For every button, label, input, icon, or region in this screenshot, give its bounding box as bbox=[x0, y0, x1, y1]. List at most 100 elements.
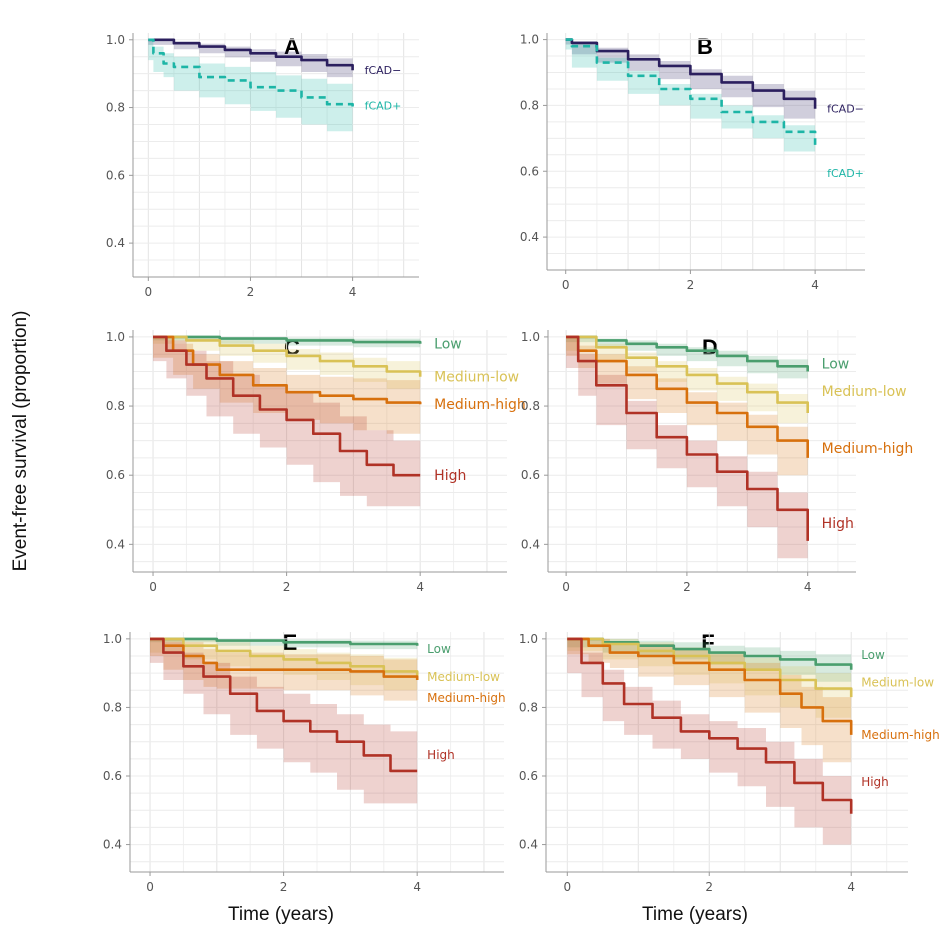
series-label: fCAD+ bbox=[365, 99, 402, 112]
x-tick-label: 2 bbox=[280, 880, 288, 894]
gridlines bbox=[546, 632, 908, 872]
x-axis-label-right: Time (years) bbox=[642, 904, 748, 925]
y-axis-label: Event-free survival (proportion) bbox=[10, 311, 31, 572]
y-tick-label: 0.6 bbox=[519, 769, 538, 783]
x-tick-label: 0 bbox=[562, 580, 570, 594]
x-tick-label: 0 bbox=[562, 278, 570, 292]
y-tick-label: 0.4 bbox=[103, 838, 122, 852]
series-label: Medium-high bbox=[427, 691, 505, 705]
series-label: High bbox=[861, 775, 889, 789]
gridlines bbox=[547, 33, 865, 270]
survival-line-2 bbox=[566, 335, 809, 458]
x-tick-label: 4 bbox=[413, 880, 421, 894]
y-tick-label: 0.4 bbox=[106, 537, 125, 551]
panels: A0.40.60.81.00 2 4fCAD−fCAD+B0.40.60.81.00… bbox=[103, 33, 940, 894]
confidence-band-0 bbox=[148, 39, 353, 78]
y-tick-label: 0.6 bbox=[103, 769, 122, 783]
confidence-band-3 bbox=[567, 638, 852, 845]
x-tick-label: 2 bbox=[247, 285, 255, 299]
y-tick-label: 0.6 bbox=[106, 168, 125, 182]
x-tick-label: 0 bbox=[146, 880, 154, 894]
series-label: Medium-low bbox=[434, 370, 519, 386]
x-tick-label: 2 bbox=[283, 580, 291, 594]
y-tick-label: 1.0 bbox=[521, 330, 540, 344]
chart-panel-e: E0.40.60.81.00 2 4LowMedium-lowMedium-high… bbox=[103, 630, 506, 894]
survival-line-3 bbox=[150, 637, 418, 773]
survival-line-0 bbox=[153, 335, 422, 344]
series-label: Medium-high bbox=[822, 441, 914, 457]
y-tick-label: 0.4 bbox=[521, 537, 540, 551]
survival-line-0 bbox=[567, 637, 853, 670]
y-tick-label: 0.8 bbox=[106, 101, 125, 115]
series-label: fCAD+ bbox=[827, 167, 864, 180]
survival-line-1 bbox=[565, 38, 817, 145]
y-tick-label: 0.4 bbox=[519, 838, 538, 852]
y-tick-label: 0.6 bbox=[521, 468, 540, 482]
survival-line-0 bbox=[565, 38, 817, 109]
x-tick-label: 0 bbox=[145, 285, 153, 299]
survival-line-3 bbox=[567, 637, 853, 814]
y-tick-label: 1.0 bbox=[520, 33, 539, 47]
confidence-band-1 bbox=[153, 336, 421, 389]
y-tick-label: 0.6 bbox=[106, 468, 125, 482]
series-label: Medium-low bbox=[861, 675, 934, 689]
series-label: Low bbox=[427, 642, 451, 656]
series-label: Medium-high bbox=[434, 397, 526, 413]
series-label: High bbox=[822, 516, 854, 532]
series-label: Low bbox=[822, 356, 850, 372]
survival-line-0 bbox=[148, 38, 354, 71]
survival-line-2 bbox=[567, 637, 853, 735]
survival-line-1 bbox=[566, 335, 809, 413]
y-tick-label: 0.8 bbox=[519, 700, 538, 714]
x-tick-label: 0 bbox=[563, 880, 571, 894]
series-label: Medium-low bbox=[822, 384, 907, 400]
chart-panel-c: C0.40.60.81.00 2 4LowMedium-lowMedium-high… bbox=[106, 330, 526, 594]
confidence-band-1 bbox=[567, 638, 852, 718]
x-tick-label: 2 bbox=[687, 278, 695, 292]
survival-line-1 bbox=[153, 335, 422, 377]
series-label: fCAD− bbox=[827, 103, 864, 116]
x-tick-label: 0 bbox=[149, 580, 157, 594]
x-axis-label-left: Time (years) bbox=[228, 904, 334, 925]
series-label: Medium-high bbox=[861, 728, 939, 742]
y-tick-label: 1.0 bbox=[519, 632, 538, 646]
survival-line-3 bbox=[566, 335, 809, 541]
series-label: Low bbox=[434, 337, 462, 353]
chart-panel-b: B 0.4 0.6 0.8 1.0 0 2 4 fCAD− fCAD+ bbox=[520, 33, 865, 292]
chart-panel-d: D0.40.60.81.00 2 4LowMedium-lowMedium-high… bbox=[521, 330, 913, 594]
gridlines bbox=[133, 33, 419, 277]
x-tick-label: 4 bbox=[804, 580, 812, 594]
y-tick-label: 0.4 bbox=[106, 236, 125, 250]
survival-line-0 bbox=[566, 335, 809, 372]
y-tick-label: 1.0 bbox=[103, 632, 122, 646]
series-label: High bbox=[434, 468, 466, 484]
y-tick-label: 0.8 bbox=[106, 399, 125, 413]
survival-line-0 bbox=[150, 637, 419, 646]
x-tick-label: 4 bbox=[811, 278, 819, 292]
x-tick-label: 4 bbox=[349, 285, 357, 299]
chart-panel-f: F0.40.60.81.00 2 4LowMedium-lowMedium-high… bbox=[519, 630, 940, 894]
y-tick-label: 1.0 bbox=[106, 33, 125, 47]
survival-line-2 bbox=[153, 335, 422, 405]
survival-line-3 bbox=[153, 335, 421, 477]
y-tick-label: 1.0 bbox=[106, 330, 125, 344]
panel-label: B bbox=[697, 34, 713, 59]
series-label: Low bbox=[861, 648, 885, 662]
series-label: Medium-low bbox=[427, 670, 500, 684]
y-tick-label: 0.4 bbox=[520, 230, 539, 244]
y-tick-label: 0.8 bbox=[520, 98, 539, 112]
y-tick-label: 0.8 bbox=[521, 399, 540, 413]
x-tick-label: 2 bbox=[683, 580, 691, 594]
x-tick-label: 4 bbox=[847, 880, 855, 894]
survival-line-2 bbox=[150, 637, 419, 680]
y-tick-label: 0.6 bbox=[520, 164, 539, 178]
x-tick-label: 2 bbox=[705, 880, 713, 894]
series-label: fCAD− bbox=[365, 64, 402, 77]
x-tick-label: 4 bbox=[416, 580, 424, 594]
survival-line-1 bbox=[150, 637, 419, 677]
gridlines bbox=[133, 330, 507, 572]
series-label: High bbox=[427, 748, 455, 762]
y-tick-label: 0.8 bbox=[103, 700, 122, 714]
